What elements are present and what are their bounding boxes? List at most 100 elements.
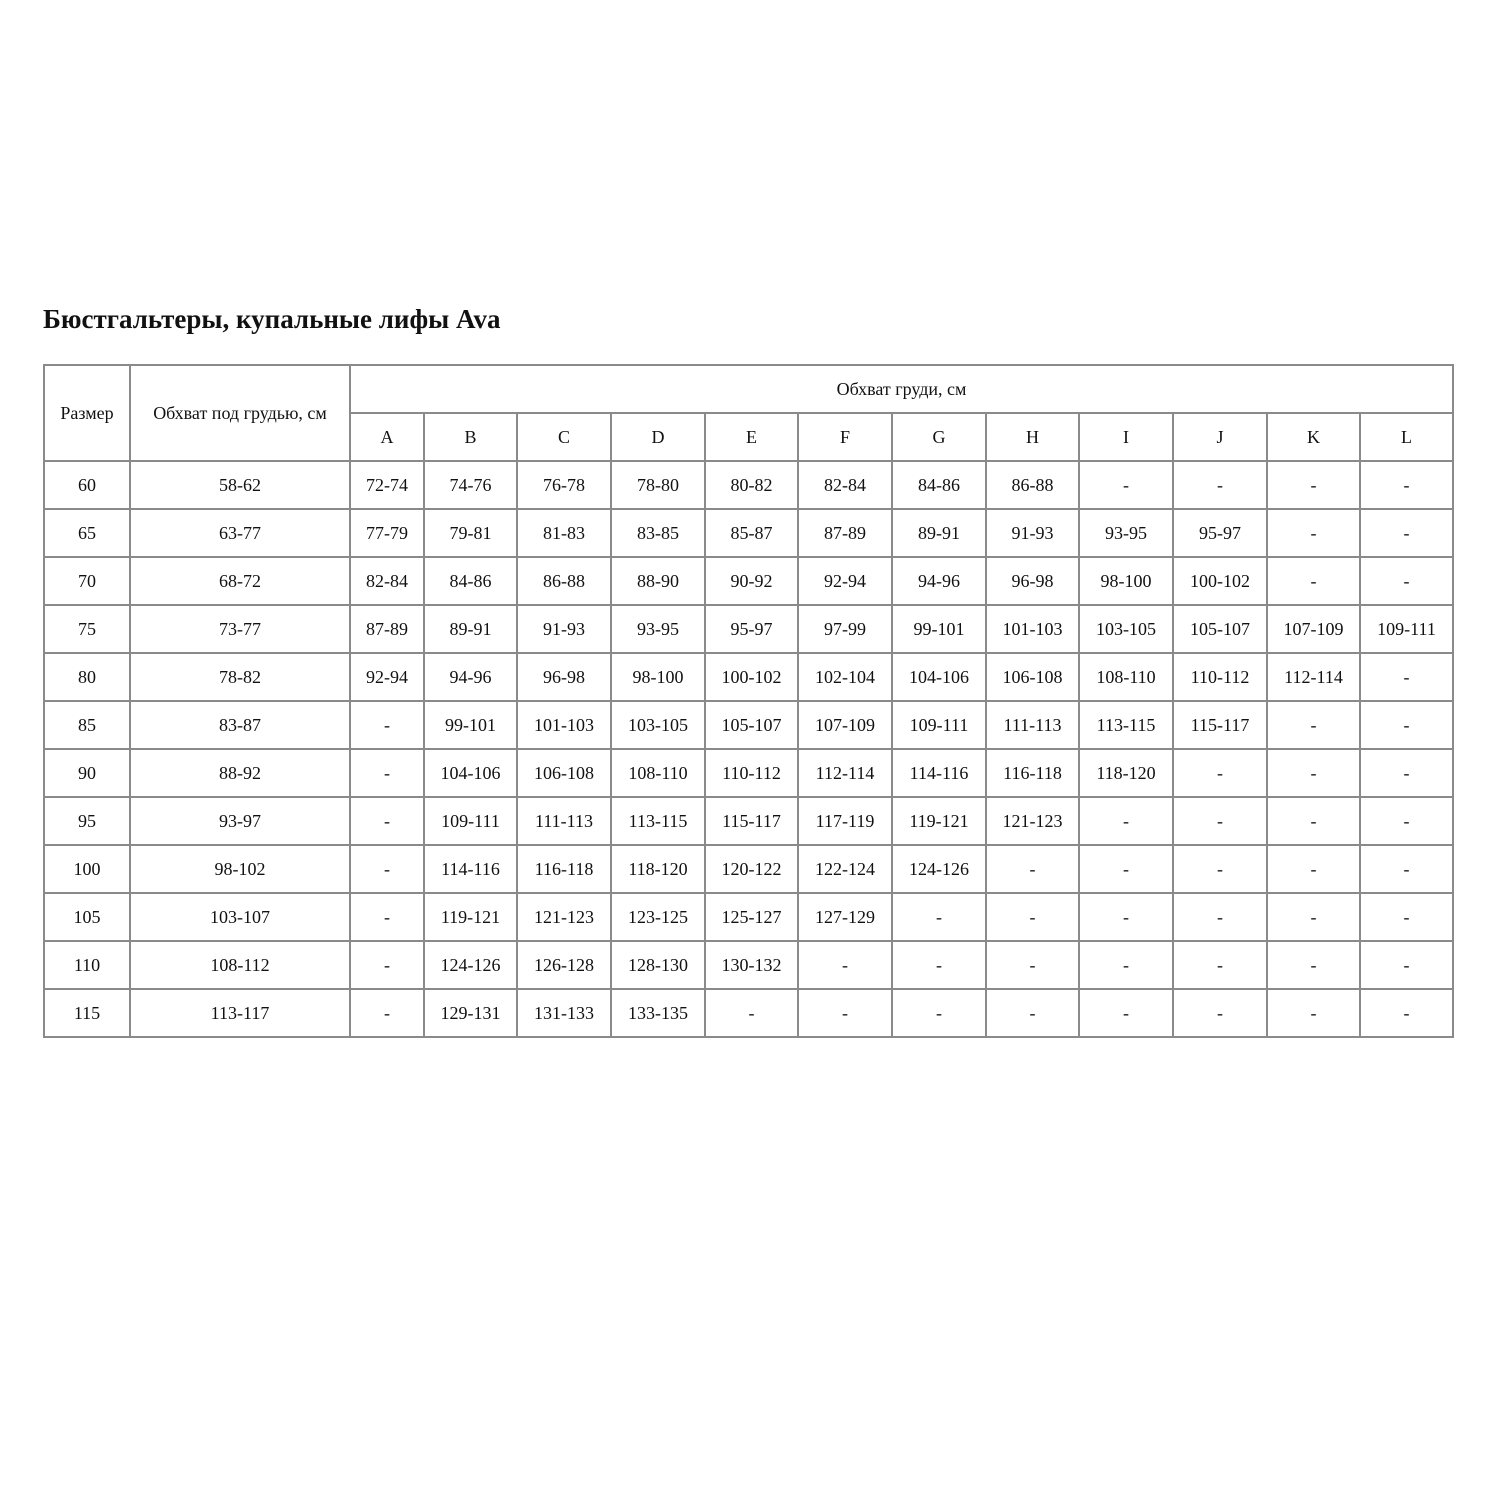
bust-cell: 103-105 bbox=[1078, 604, 1174, 654]
underbust-cell: 68-72 bbox=[129, 556, 351, 606]
bust-cell: - bbox=[985, 940, 1080, 990]
bust-cell: - bbox=[1266, 940, 1361, 990]
bust-cell: 98-100 bbox=[1078, 556, 1174, 606]
bust-cell: 120-122 bbox=[704, 844, 799, 894]
table-row: 80 78-82 92-94 94-96 96-98 98-100 100-102 102-1… bbox=[43, 652, 1454, 702]
bust-cell: 77-79 bbox=[349, 508, 425, 558]
header-bust: Обхват груди, см bbox=[349, 364, 1454, 414]
bust-cell: 94-96 bbox=[891, 556, 987, 606]
underbust-cell: 88-92 bbox=[129, 748, 351, 798]
bust-cell: - bbox=[1172, 460, 1268, 510]
bust-cell: - bbox=[349, 940, 425, 990]
bust-cell: - bbox=[1172, 844, 1268, 894]
size-cell: 70 bbox=[43, 556, 131, 606]
bust-cell: - bbox=[1359, 796, 1454, 846]
header-underbust: Обхват под грудью, см bbox=[129, 364, 351, 462]
bust-cell: - bbox=[1172, 892, 1268, 942]
table-row: 105 103-107-119-121 121-123 123-125 125-127 1… bbox=[43, 892, 1454, 942]
bust-cell: 105-107 bbox=[1172, 604, 1268, 654]
page-title: Бюстгальтеры, купальные лифы Ava bbox=[43, 304, 501, 334]
bust-cell: 79-81 bbox=[423, 508, 518, 558]
bust-cell: 98-100 bbox=[610, 652, 706, 702]
bust-cell: 119-121 bbox=[891, 796, 987, 846]
bust-cell: 111-113 bbox=[985, 700, 1080, 750]
size-cell: 100 bbox=[43, 844, 131, 894]
bust-cell: 109-111 bbox=[423, 796, 518, 846]
bust-cell: 101-103 bbox=[516, 700, 612, 750]
bust-cell: 76-78 bbox=[516, 460, 612, 510]
bust-cell: - bbox=[349, 796, 425, 846]
bust-cell: 107-109 bbox=[1266, 604, 1361, 654]
header-cup: F bbox=[797, 412, 893, 462]
header-cup: C bbox=[516, 412, 612, 462]
bust-cell: 106-108 bbox=[985, 652, 1080, 702]
bust-cell: 86-88 bbox=[516, 556, 612, 606]
bust-cell: 117-119 bbox=[797, 796, 893, 846]
bust-cell: 102-104 bbox=[797, 652, 893, 702]
header-cup: E bbox=[704, 412, 799, 462]
bust-cell: 123-125 bbox=[610, 892, 706, 942]
bust-cell: - bbox=[1172, 796, 1268, 846]
bust-cell: 113-115 bbox=[1078, 700, 1174, 750]
bust-cell: 128-130 bbox=[610, 940, 706, 990]
bust-cell: 91-93 bbox=[516, 604, 612, 654]
bust-cell: 108-110 bbox=[610, 748, 706, 798]
bust-cell: 90-92 bbox=[704, 556, 799, 606]
size-cell: 90 bbox=[43, 748, 131, 798]
underbust-cell: 93-97 bbox=[129, 796, 351, 846]
size-cell: 75 bbox=[43, 604, 131, 654]
header-size: Размер bbox=[43, 364, 131, 462]
bust-cell: - bbox=[891, 940, 987, 990]
header-cup: A bbox=[349, 412, 425, 462]
bust-cell: 100-102 bbox=[704, 652, 799, 702]
bust-cell: 84-86 bbox=[891, 460, 987, 510]
underbust-cell: 58-62 bbox=[129, 460, 351, 510]
bust-cell: - bbox=[797, 988, 893, 1038]
bust-cell: 103-105 bbox=[610, 700, 706, 750]
bust-cell: - bbox=[985, 844, 1080, 894]
bust-cell: - bbox=[1078, 940, 1174, 990]
bust-cell: 85-87 bbox=[704, 508, 799, 558]
bust-cell: - bbox=[1359, 508, 1454, 558]
bust-cell: 110-112 bbox=[1172, 652, 1268, 702]
bust-cell: 89-91 bbox=[423, 604, 518, 654]
bust-cell: 109-111 bbox=[891, 700, 987, 750]
bust-cell: 124-126 bbox=[891, 844, 987, 894]
bust-cell: 122-124 bbox=[797, 844, 893, 894]
bust-cell: 95-97 bbox=[704, 604, 799, 654]
bust-cell: 106-108 bbox=[516, 748, 612, 798]
bust-cell: 121-123 bbox=[985, 796, 1080, 846]
bust-cell: - bbox=[1359, 988, 1454, 1038]
bust-cell: 72-74 bbox=[349, 460, 425, 510]
bust-cell: 97-99 bbox=[797, 604, 893, 654]
bust-cell: 89-91 bbox=[891, 508, 987, 558]
bust-cell: - bbox=[349, 844, 425, 894]
bust-cell: - bbox=[1266, 988, 1361, 1038]
size-table: Размер Обхват под грудью, см Обхват груд… bbox=[43, 364, 1454, 1038]
bust-cell: 114-116 bbox=[423, 844, 518, 894]
underbust-cell: 108-112 bbox=[129, 940, 351, 990]
table-row: 65 63-77 77-79 79-81 81-83 83-85 85-87 87-89 89-… bbox=[43, 508, 1454, 558]
bust-cell: 105-107 bbox=[704, 700, 799, 750]
size-cell: 115 bbox=[43, 988, 131, 1038]
bust-cell: 100-102 bbox=[1172, 556, 1268, 606]
table-row: 60 58-62 72-74 74-76 76-78 78-80 80-82 82-84 84-… bbox=[43, 460, 1454, 510]
bust-cell: 82-84 bbox=[797, 460, 893, 510]
underbust-cell: 113-117 bbox=[129, 988, 351, 1038]
bust-cell: 112-114 bbox=[797, 748, 893, 798]
size-cell: 105 bbox=[43, 892, 131, 942]
bust-cell: - bbox=[985, 988, 1080, 1038]
bust-cell: 115-117 bbox=[1172, 700, 1268, 750]
bust-cell: - bbox=[1266, 556, 1361, 606]
bust-cell: - bbox=[1359, 892, 1454, 942]
header-cup: K bbox=[1266, 412, 1361, 462]
bust-cell: 104-106 bbox=[423, 748, 518, 798]
bust-cell: - bbox=[349, 988, 425, 1038]
bust-cell: 88-90 bbox=[610, 556, 706, 606]
bust-cell: 78-80 bbox=[610, 460, 706, 510]
bust-cell: 108-110 bbox=[1078, 652, 1174, 702]
bust-cell: 121-123 bbox=[516, 892, 612, 942]
bust-cell: - bbox=[704, 988, 799, 1038]
header-cup: D bbox=[610, 412, 706, 462]
bust-cell: 114-116 bbox=[891, 748, 987, 798]
